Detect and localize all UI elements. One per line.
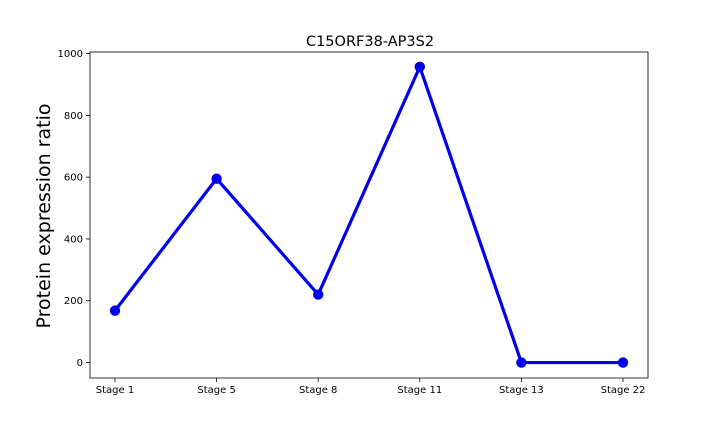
y-tick-label: 400 [64,234,83,245]
y-axis-ticks: 0 200 400 600 800 1000 [58,49,90,369]
data-point [211,173,222,184]
x-tick-label: Stage 8 [299,385,337,396]
chart-title: C15ORF38-AP3S2 [306,34,434,50]
data-point [617,357,629,368]
x-tick-label: Stage 13 [499,385,544,396]
x-tick-label: Stage 11 [397,385,442,396]
x-axis-ticks: Stage 1 Stage 5 Stage 8 Stage 11 Stage 13 Sta… [96,378,646,396]
data-point [414,61,425,73]
x-tick-label: Stage 22 [601,385,646,396]
x-tick-label: Stage 1 [96,385,134,396]
y-tick-label: 200 [64,296,83,307]
plot-area-frame [89,51,649,379]
y-tick-label: 800 [64,111,83,122]
y-tick-label: 0 [77,358,83,369]
data-point [516,357,527,368]
x-tick-label: Stage 5 [197,385,235,396]
y-tick-label: 600 [64,173,83,184]
data-point [109,305,121,316]
y-axis-label: Protein expression ratio [33,104,55,329]
series-points [109,61,629,368]
data-point [313,289,324,300]
y-tick-label: 1000 [58,49,83,60]
series-line [113,62,623,365]
